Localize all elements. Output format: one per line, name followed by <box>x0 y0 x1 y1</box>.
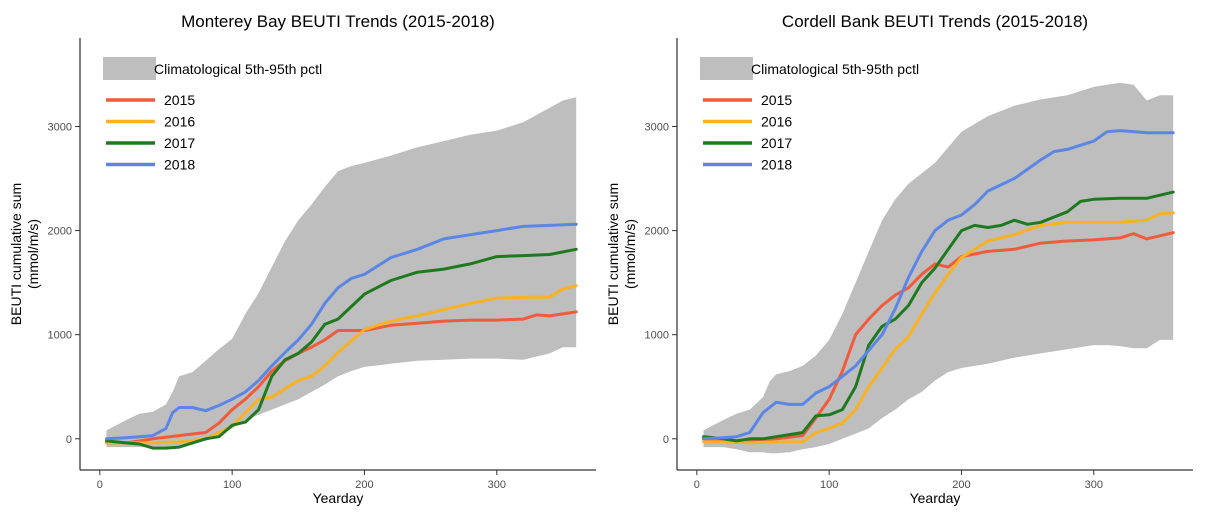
y-tick-label: 2000 <box>645 226 669 238</box>
x-tick-label: 100 <box>820 479 838 491</box>
chart-panel-1: Monterey Bay BEUTI Trends (2015-2018) 0 10… <box>8 12 596 506</box>
legend-band-swatch <box>700 57 753 80</box>
series-line-2018 <box>105 222 578 441</box>
y-tick-label: 1000 <box>645 330 669 342</box>
x-tick-label: 300 <box>1085 479 1103 491</box>
series-line-2017 <box>105 247 578 450</box>
x-tick-label: 0 <box>97 479 103 491</box>
y-axis-label-units: (mmol/m/s) <box>25 219 41 289</box>
series-line-2016 <box>702 211 1175 445</box>
x-axis-label: Yearday <box>910 490 961 506</box>
y-tick-label: 3000 <box>645 121 669 133</box>
legend-label-2016: 2016 <box>761 114 792 130</box>
y-tick-label: 1000 <box>48 330 72 342</box>
y-tick-label: 2000 <box>48 226 72 238</box>
series-line-2015 <box>702 231 1175 443</box>
legend-label-2018: 2018 <box>164 157 195 173</box>
x-tick-label: 0 <box>694 479 700 491</box>
legend-label-2018: 2018 <box>761 157 792 173</box>
y-axis-label-units: (mmol/m/s) <box>622 219 638 289</box>
y-tick-label: 0 <box>66 434 72 446</box>
series-line-2018 <box>702 129 1175 441</box>
legend-label-2017: 2017 <box>761 135 792 151</box>
chart-title: Monterey Bay BEUTI Trends (2015-2018) <box>181 12 495 31</box>
legend-band-swatch <box>103 57 156 80</box>
x-axis-label: Yearday <box>313 490 364 506</box>
y-tick-label: 3000 <box>48 121 72 133</box>
legend-band-label: Climatological 5th-95th pctl <box>154 61 322 77</box>
series-line-2015 <box>105 310 578 445</box>
x-tick-label: 100 <box>223 479 241 491</box>
percentile-band <box>106 97 577 449</box>
y-axis-label: BEUTI cumulative sum <box>8 183 24 325</box>
x-tick-label: 200 <box>952 479 970 491</box>
chart-title: Cordell Bank BEUTI Trends (2015-2018) <box>782 12 1088 31</box>
x-tick-label: 300 <box>488 479 506 491</box>
legend-label-2017: 2017 <box>164 135 195 151</box>
chart-legend: Climatological 5th-95th pctl 2015 2016 2017… <box>103 57 322 173</box>
legend-label-2015: 2015 <box>761 92 792 108</box>
x-tick-label: 200 <box>355 479 373 491</box>
y-axis-label: BEUTI cumulative sum <box>605 183 621 325</box>
chart-panel-2: Cordell Bank BEUTI Trends (2015-2018) 0 10… <box>605 12 1193 506</box>
chart-legend: Climatological 5th-95th pctl 2015 2016 2017… <box>700 57 919 173</box>
legend-band-label: Climatological 5th-95th pctl <box>751 61 919 77</box>
y-tick-label: 0 <box>663 434 669 446</box>
series-line-2017 <box>702 190 1175 443</box>
percentile-band <box>703 82 1174 454</box>
legend-label-2016: 2016 <box>164 114 195 130</box>
legend-label-2015: 2015 <box>164 92 195 108</box>
